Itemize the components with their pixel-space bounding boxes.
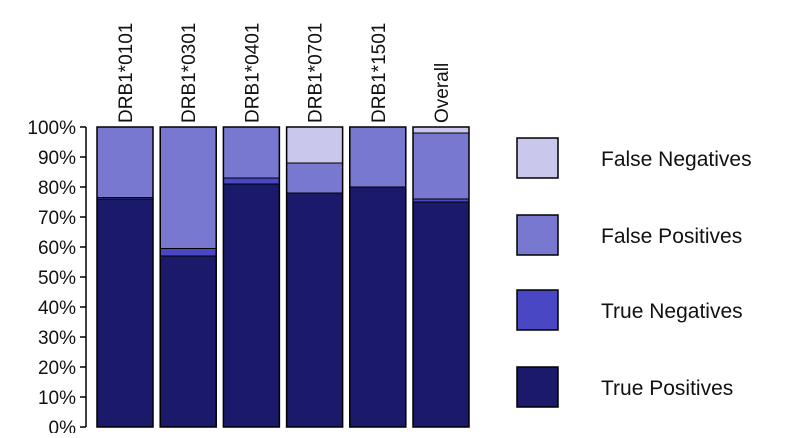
legend-label: True Negatives	[601, 300, 743, 323]
legend-item: True Positives	[516, 366, 733, 408]
legend-label: False Negatives	[601, 148, 752, 171]
y-tick-label: 70%	[38, 208, 76, 229]
bar-segment	[286, 192, 344, 428]
bar-segment	[412, 132, 470, 200]
bar-segment	[96, 126, 154, 198]
bar-stack	[96, 126, 154, 428]
y-tick-label: 60%	[38, 238, 76, 259]
y-tick-label: 50%	[38, 268, 76, 289]
legend-swatch	[516, 289, 559, 331]
x-category-label: DRB1*1501	[369, 23, 390, 123]
y-tick-label: 90%	[38, 148, 76, 169]
bar-outline	[349, 126, 407, 428]
legend-item: False Negatives	[516, 137, 752, 179]
bar-segment	[286, 162, 344, 194]
bar-segment	[96, 198, 154, 428]
legend-label: True Positives	[601, 377, 733, 400]
y-tick-label: 100%	[27, 118, 76, 139]
bar-segment	[286, 126, 344, 164]
x-category-label: DRB1*0701	[306, 23, 327, 123]
x-category-label: Overall	[432, 63, 453, 123]
bar-stack	[349, 126, 407, 428]
legend-swatch	[516, 137, 559, 179]
bar-segment	[222, 126, 280, 179]
bar-segment	[349, 186, 407, 428]
y-tick-label: 80%	[38, 178, 76, 199]
legend-swatch	[516, 214, 559, 256]
legend-label: False Positives	[601, 225, 742, 248]
y-axis: 0% 10% 20% 30% 40% 50% 60% 70% 80% 90% 100%	[27, 118, 87, 438]
x-category-label: DRB1*0401	[242, 23, 263, 123]
x-axis-labels: DRB1*0101 DRB1*0301 DRB1*0401 DRB1*0701 DRB1…	[116, 23, 453, 123]
legend-swatch	[516, 366, 559, 408]
y-tick-label: 0%	[49, 418, 77, 433]
bar-segment	[222, 177, 280, 185]
bar-segment	[159, 126, 217, 249]
bar-segment	[412, 201, 470, 428]
x-category-label: DRB1*0101	[116, 23, 137, 123]
bars	[96, 126, 470, 428]
bar-segment	[222, 183, 280, 428]
y-tick-label: 30%	[38, 328, 76, 349]
bar-segment	[349, 126, 407, 188]
bar-segment	[159, 248, 217, 257]
bar-segment	[159, 255, 217, 428]
bar-outline	[412, 126, 470, 428]
bar-stack	[285, 126, 344, 428]
y-tick-label: 20%	[38, 358, 76, 379]
bar-outline	[222, 126, 281, 428]
y-tick-label: 40%	[38, 298, 76, 319]
legend-item: False Positives	[516, 214, 742, 256]
legend: False Negatives False Positives True Negat…	[516, 137, 752, 408]
legend-item: True Negatives	[516, 289, 743, 331]
bar-stack	[159, 126, 217, 428]
y-tick-label: 10%	[38, 388, 76, 409]
bar-outline	[285, 126, 344, 428]
bar-outline	[159, 126, 217, 428]
bar-outline	[96, 126, 154, 428]
bar-segment	[412, 126, 470, 134]
x-category-label: DRB1*0301	[179, 23, 200, 123]
bar-stack	[412, 126, 470, 428]
bar-stack	[222, 126, 281, 428]
